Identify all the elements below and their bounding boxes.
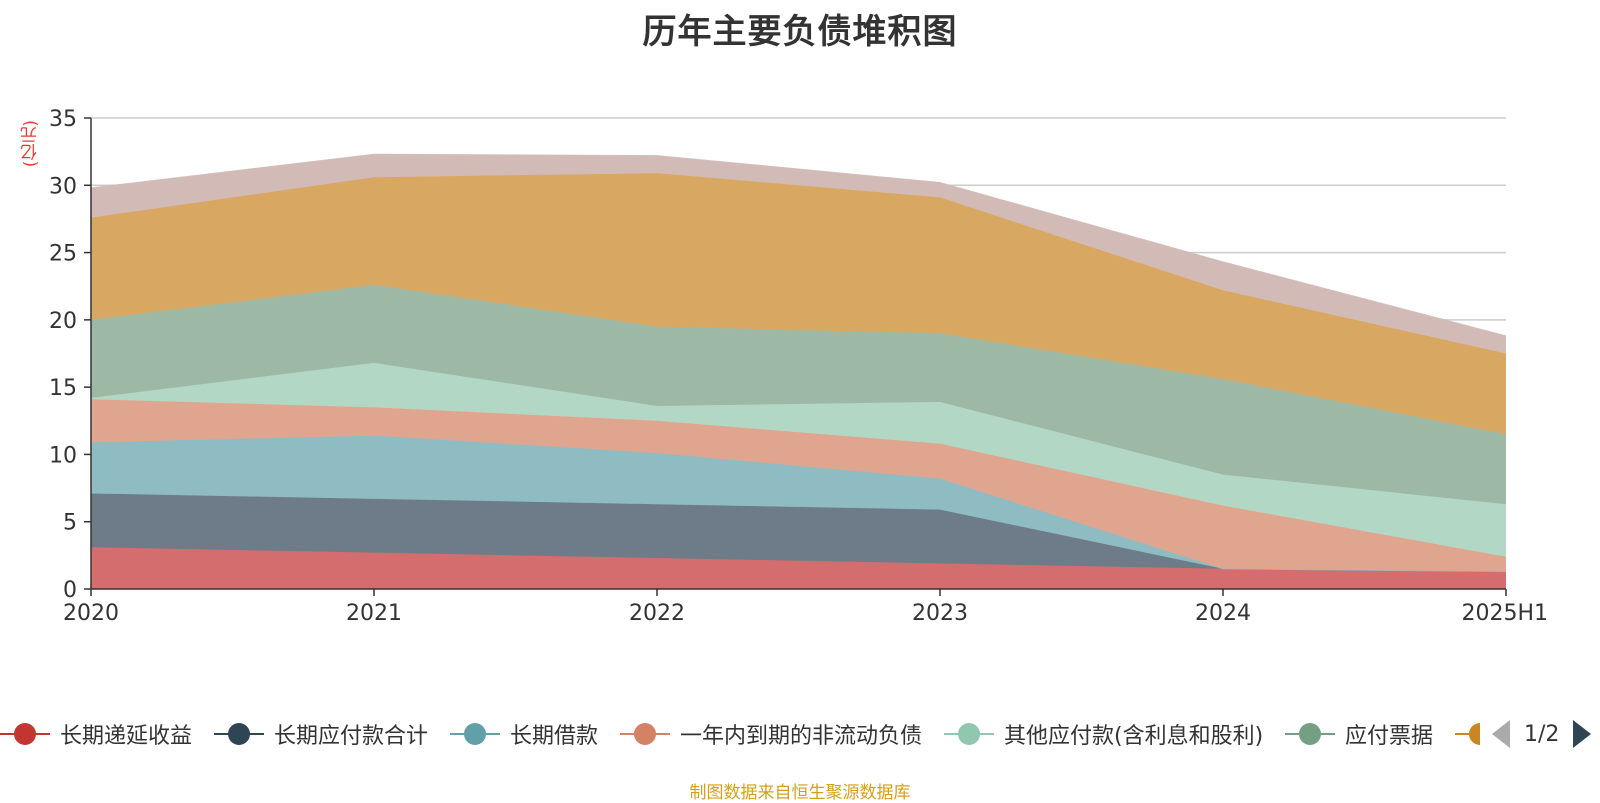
x-tick-labels: 2020 2021 2022 2023 2024 2025H1: [63, 601, 1548, 626]
series-area-5: [91, 284, 1506, 505]
legend-item-3[interactable]: 一年内到期的非流动负债: [620, 714, 922, 754]
legend-item-0[interactable]: 长期递延收益: [0, 714, 192, 754]
legend-prev-page-icon[interactable]: [1492, 720, 1510, 748]
x-tick-label-2020: 2020: [63, 601, 119, 626]
legend-item-6[interactable]: 应付账款: [1455, 714, 1480, 754]
series-area-4: [91, 362, 1506, 557]
series-edge-7: [90, 153, 1507, 337]
legend-label: 长期借款: [510, 724, 599, 749]
legend-next-page-icon[interactable]: [1573, 720, 1592, 748]
stacked-area-chart: 0 5 10 15 20 25 30 35 2020 2021 2022 2023 2024 2025H…: [49, 107, 1548, 626]
series-edge-5: [90, 284, 1507, 435]
x-tick-label-2021: 2021: [346, 601, 402, 626]
y-tick-label-15: 15: [49, 376, 77, 401]
series-area-2: [91, 435, 1506, 572]
series-area-0: [91, 547, 1506, 589]
legend-marker-icon: [620, 714, 670, 754]
legend: 长期递延收益 长期应付款合计 长期借款 一年内到期的非流动负债 其他应付款(含利息和股利…: [0, 714, 1600, 754]
x-tick-label-2023: 2023: [912, 601, 968, 626]
series-area-1: [91, 493, 1506, 572]
y-tick-label-25: 25: [49, 242, 77, 267]
legend-items: 长期递延收益 长期应付款合计 长期借款 一年内到期的非流动负债 其他应付款(含利息和股利…: [0, 714, 1480, 754]
legend-marker-icon: [0, 714, 50, 754]
legend-item-1[interactable]: 长期应付款合计: [214, 714, 428, 754]
legend-item-5[interactable]: 应付票据: [1285, 714, 1433, 754]
y-tick-label-30: 30: [49, 174, 77, 199]
y-tick-label-10: 10: [49, 443, 77, 468]
data-source-note: 制图数据来自恒生聚源数据库: [689, 783, 911, 803]
legend-label: 长期应付款合计: [274, 724, 429, 749]
legend-label: 一年内到期的非流动负债: [680, 724, 923, 749]
y-tick-label-20: 20: [49, 309, 77, 334]
axes: [84, 117, 1507, 596]
legend-label: 其他应付款(含利息和股利): [1004, 724, 1264, 749]
legend-pager: 1/2: [1492, 714, 1592, 754]
series-area-7: [91, 154, 1506, 354]
legend-label: 长期递延收益: [60, 724, 193, 749]
x-tick-label-2025H1: 2025H1: [1461, 601, 1548, 626]
legend-item-4[interactable]: 其他应付款(含利息和股利): [944, 714, 1263, 754]
chart-title: 历年主要负债堆积图: [642, 12, 958, 52]
x-tick-label-2024: 2024: [1195, 601, 1251, 626]
series-areas: [90, 153, 1507, 589]
legend-marker-icon: [944, 714, 994, 754]
x-tick-label-2022: 2022: [629, 601, 685, 626]
legend-page-indicator: 1/2: [1524, 721, 1560, 747]
legend-marker-icon: [214, 714, 264, 754]
series-area-6: [91, 173, 1506, 435]
legend-marker-icon: [450, 714, 500, 754]
y-tick-label-35: 35: [49, 107, 77, 132]
series-area-3: [91, 399, 1506, 572]
y-tick-label-5: 5: [63, 511, 77, 536]
y-tick-labels: 0 5 10 15 20 25 30 35: [49, 107, 77, 603]
legend-marker-icon: [1455, 714, 1480, 754]
legend-marker-icon: [1285, 714, 1335, 754]
legend-label: 应付票据: [1345, 724, 1434, 749]
y-tick-label-0: 0: [63, 578, 77, 603]
legend-item-2[interactable]: 长期借款: [450, 714, 598, 754]
